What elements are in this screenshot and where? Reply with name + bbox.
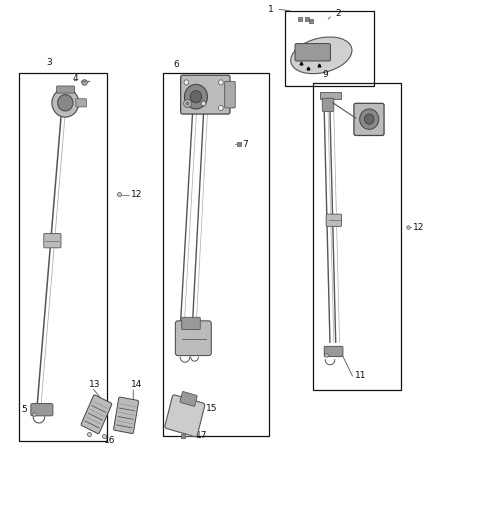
Text: 16: 16 [104,436,115,445]
Text: 11: 11 [355,372,366,380]
FancyBboxPatch shape [324,347,343,356]
Bar [321,92,340,99]
FancyBboxPatch shape [180,392,197,406]
Circle shape [58,95,73,111]
Text: 10: 10 [323,94,334,103]
FancyBboxPatch shape [225,81,235,108]
FancyBboxPatch shape [180,75,230,114]
Text: 5: 5 [21,404,27,414]
Text: 15: 15 [205,403,217,413]
Text: 8: 8 [217,97,223,106]
Bar [313,83,401,390]
Circle shape [52,89,79,117]
FancyBboxPatch shape [295,44,330,61]
Circle shape [218,80,223,85]
Text: 3: 3 [46,58,52,68]
FancyBboxPatch shape [114,397,139,434]
Text: 2: 2 [336,9,341,18]
Text: 12: 12 [131,190,142,199]
FancyBboxPatch shape [31,403,53,416]
Text: 12: 12 [413,223,425,232]
Text: 6: 6 [173,60,179,69]
FancyBboxPatch shape [181,317,200,330]
Circle shape [184,84,207,109]
Ellipse shape [291,37,352,74]
FancyBboxPatch shape [323,98,334,112]
FancyBboxPatch shape [44,233,61,248]
Text: 17: 17 [196,431,207,440]
Circle shape [360,109,379,130]
Circle shape [364,114,374,124]
Text: 4: 4 [72,74,78,83]
Circle shape [190,91,202,103]
Text: 1: 1 [268,5,274,14]
Bar [286,11,374,87]
FancyBboxPatch shape [326,214,341,226]
FancyBboxPatch shape [165,395,205,437]
FancyBboxPatch shape [57,86,74,93]
Text: 14: 14 [131,380,142,389]
Bar [19,73,108,441]
Circle shape [184,80,189,85]
Text: 9: 9 [323,70,328,79]
Circle shape [218,105,223,111]
FancyBboxPatch shape [175,321,211,355]
FancyBboxPatch shape [354,103,384,136]
FancyBboxPatch shape [81,395,112,434]
FancyBboxPatch shape [76,99,86,107]
Text: 13: 13 [89,380,101,389]
Bar [163,73,269,436]
Text: 7: 7 [242,140,248,149]
